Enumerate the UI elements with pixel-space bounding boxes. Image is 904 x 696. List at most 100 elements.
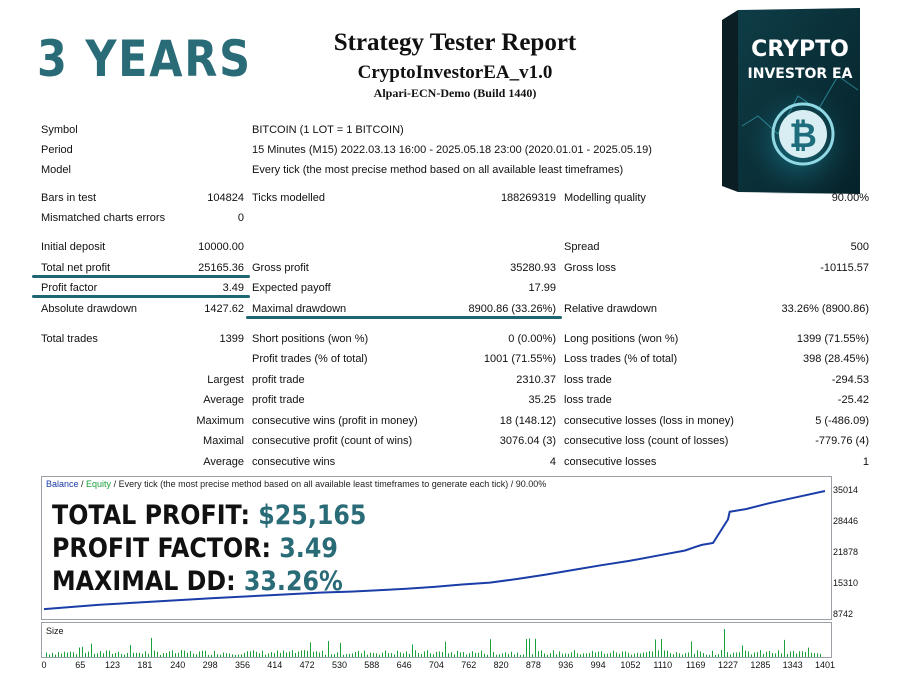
volume-bar	[526, 639, 527, 657]
volume-bar	[211, 654, 212, 657]
x-tick-label: 994	[590, 660, 606, 670]
overlay-maximal-dd: MAXIMAL DD: 33.26%	[52, 568, 343, 595]
volume-bar	[130, 645, 131, 657]
x-tick-label: 762	[461, 660, 477, 670]
volume-bar	[355, 652, 356, 657]
volume-bar	[424, 651, 425, 657]
volume-bar	[451, 652, 452, 657]
volume-bar	[568, 653, 569, 657]
volume-bar	[556, 654, 557, 657]
volume-bar	[178, 652, 179, 657]
volume-bar	[694, 653, 695, 657]
x-tick-label: 240	[170, 660, 186, 670]
volume-bar	[577, 653, 578, 657]
volume-bar	[682, 654, 683, 657]
volume-bar	[745, 650, 746, 657]
volume-bar	[445, 641, 446, 657]
net-profit-label: Total net profit	[41, 262, 111, 274]
volume-bar	[721, 650, 722, 657]
absolute-drawdown-value: 1427.62	[204, 303, 244, 315]
avg-consecutive-losses-label: consecutive losses	[564, 456, 657, 468]
volume-bar	[319, 652, 320, 657]
volume-bar	[409, 653, 410, 657]
volume-bar	[247, 651, 248, 657]
volume-bar	[301, 650, 302, 657]
ticks-value: 188269319	[500, 192, 556, 204]
volume-bar	[373, 652, 374, 657]
y-tick-label: 35014	[833, 485, 859, 495]
volume-bar	[817, 653, 818, 657]
volume-bar	[304, 650, 305, 657]
volume-bar	[172, 650, 173, 657]
volume-bar	[433, 654, 434, 657]
volume-bar	[655, 639, 656, 657]
volume-bar	[562, 653, 563, 657]
volume-bar	[52, 652, 53, 657]
volume-bar	[58, 652, 59, 657]
spread-label: Spread	[564, 241, 600, 253]
x-tick-label: 704	[428, 660, 444, 670]
volume-bar	[535, 638, 536, 657]
highlight-underline	[246, 316, 562, 319]
quality-label: Modelling quality	[564, 192, 646, 204]
volume-bar	[739, 652, 740, 657]
average-label: Average	[203, 394, 244, 406]
long-positions-label: Long positions (won %)	[564, 333, 679, 345]
volume-bar	[586, 653, 587, 657]
volume-bar	[778, 650, 779, 657]
x-tick-label: 1169	[685, 660, 706, 670]
x-tick-label: 356	[234, 660, 250, 670]
volume-bar	[388, 652, 389, 657]
model-label: Model	[41, 164, 71, 176]
model-value: Every tick (the most precise method base…	[252, 164, 624, 176]
volume-bar	[580, 654, 581, 657]
volume-bar	[49, 654, 50, 657]
volume-bar	[541, 650, 542, 657]
volume-bar	[85, 652, 86, 657]
volume-bar	[226, 653, 227, 657]
volume-bar	[235, 654, 236, 657]
volume-bar	[772, 653, 773, 657]
volume-bar	[673, 654, 674, 657]
volume-bar	[136, 652, 137, 657]
volume-bar	[472, 651, 473, 657]
volume-bar	[121, 653, 122, 657]
volume-bar	[547, 654, 548, 657]
volume-bar	[256, 651, 257, 657]
volume-bar	[268, 653, 269, 657]
volume-bar	[493, 651, 494, 657]
volume-bar	[484, 653, 485, 657]
volume-bar	[742, 645, 743, 657]
y-tick-label: 8742	[833, 609, 854, 619]
volume-bar	[784, 639, 785, 657]
volume-bar	[685, 653, 686, 657]
volume-bar	[607, 653, 608, 657]
volume-bar	[277, 650, 278, 657]
volume-chart	[41, 622, 832, 658]
volume-bar	[634, 653, 635, 657]
volume-bar	[574, 650, 575, 657]
volume-bar	[619, 653, 620, 657]
overlay-profit-value: $25,165	[258, 500, 367, 531]
volume-bar	[664, 650, 665, 657]
volume-bar	[46, 652, 47, 657]
volume-bar	[679, 653, 680, 657]
volume-bar	[229, 653, 230, 657]
volume-bar	[814, 653, 815, 657]
balance-chart	[41, 476, 832, 620]
volume-bar	[181, 650, 182, 657]
volume-bar	[334, 654, 335, 657]
volume-bar	[370, 652, 371, 657]
x-tick-label: 1401	[814, 660, 836, 670]
overlay-dd-label: MAXIMAL DD:	[52, 566, 236, 597]
volume-bar	[310, 642, 311, 657]
volume-bar	[775, 653, 776, 657]
x-tick-label: 472	[299, 660, 315, 670]
deposit-value: 10000.00	[198, 241, 244, 253]
volume-bar	[103, 653, 104, 657]
volume-bar	[82, 646, 83, 657]
x-tick-label: 820	[493, 660, 509, 670]
volume-bar	[337, 652, 338, 657]
volume-bar	[97, 653, 98, 657]
profit-factor-label: Profit factor	[41, 282, 98, 294]
